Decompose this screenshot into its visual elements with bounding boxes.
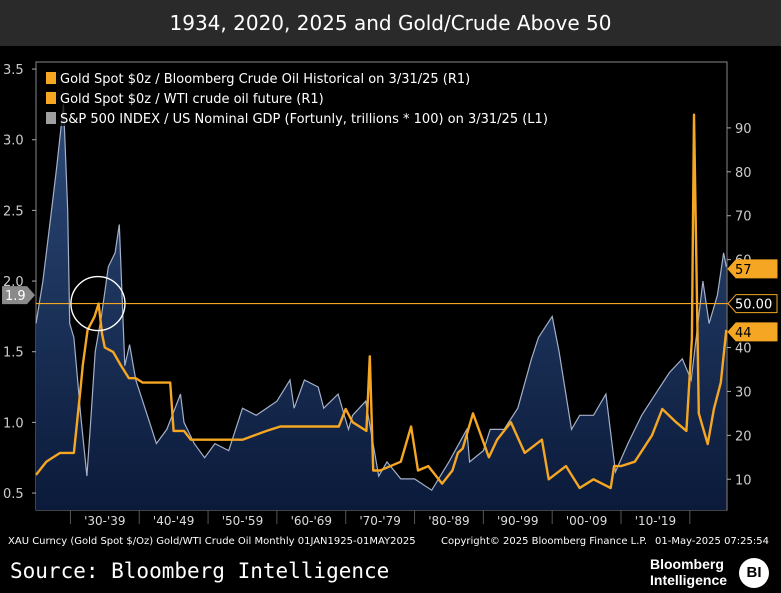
left-tick-label: 0.5 [3, 487, 24, 502]
right-tick-label: 70 [735, 210, 752, 225]
x-tick-label: '70-'79 [359, 514, 400, 528]
chart: '30-'39 '40-'49 '50-'59 '60-'69 '70-'79 '80-'… [2, 61, 778, 528]
left-tick-label: 3.0 [3, 134, 24, 149]
value-tag-44-bg [727, 322, 778, 342]
x-tick-label: '50-'59 [222, 514, 263, 528]
left-tick-label: 1.5 [3, 346, 24, 361]
legend-entry: Gold Spot $0z / WTI crude oil future (R1… [60, 92, 324, 107]
value-tag-50: 50.00 [735, 298, 772, 313]
legend-swatch [46, 112, 56, 124]
x-tick-label: '30-'39 [84, 514, 125, 528]
left-tick-label: 1.0 [3, 416, 24, 431]
left-value-tag: 1.9 [5, 289, 26, 304]
legend-swatch [46, 92, 56, 104]
left-tick-label: 2.5 [3, 204, 24, 219]
x-tick-label: '80-'89 [428, 514, 469, 528]
legend-entry: Gold Spot $0z / Bloomberg Crude Oil Hist… [60, 72, 470, 87]
x-tick-label: '90-'99 [497, 514, 538, 528]
sp500-gdp-area [36, 104, 727, 511]
series-footnote: XAU Curncy (Gold Spot $/Oz) Gold/WTI Cru… [8, 536, 416, 547]
brand-line-1: Bloomberg [650, 556, 724, 572]
gold-crude-ratio-line [35, 113, 728, 490]
x-tick-label: '40-'49 [153, 514, 194, 528]
right-tick-label: 80 [735, 166, 752, 181]
source-note: Source: Bloomberg Intelligence [10, 559, 390, 583]
x-tick-label: '10-'19 [635, 514, 676, 528]
value-tag-57: 57 [735, 263, 752, 278]
legend-box [41, 64, 623, 126]
right-tick-label: 30 [735, 385, 752, 400]
right-tick-label: 90 [735, 122, 752, 137]
right-tick-label: 10 [735, 473, 752, 488]
value-tag-50-bg [727, 294, 778, 314]
right-tick-label: 40 [735, 341, 752, 356]
x-tick-label: '00-'09 [566, 514, 607, 528]
copyright-text: Copyright© 2025 Bloomberg Finance L.P. [441, 536, 648, 547]
sp500-gdp-line [35, 104, 727, 492]
right-tick-label: 20 [735, 429, 752, 444]
brand-badge-icon: BI [739, 558, 769, 588]
chart-title: 1934, 2020, 2025 and Gold/Crude Above 50 [169, 11, 612, 35]
left-tick-label: 3.5 [3, 63, 24, 78]
x-tick-label: '60-'69 [291, 514, 332, 528]
legend-entry: S&P 500 INDEX / US Nominal GDP (Fortunly… [60, 112, 548, 127]
brand-logo-text: Bloomberg Intelligence [650, 556, 727, 588]
highlight-circle-1934 [70, 275, 126, 332]
title-bar [0, 0, 781, 46]
legend-swatch [46, 72, 56, 84]
timestamp: 01-May-2025 07:25:54 [655, 536, 769, 547]
brand-line-2: Intelligence [650, 572, 728, 588]
value-tag-57-bg [727, 259, 778, 279]
value-tag-44: 44 [735, 326, 752, 341]
left-value-tag-bg [2, 286, 35, 305]
